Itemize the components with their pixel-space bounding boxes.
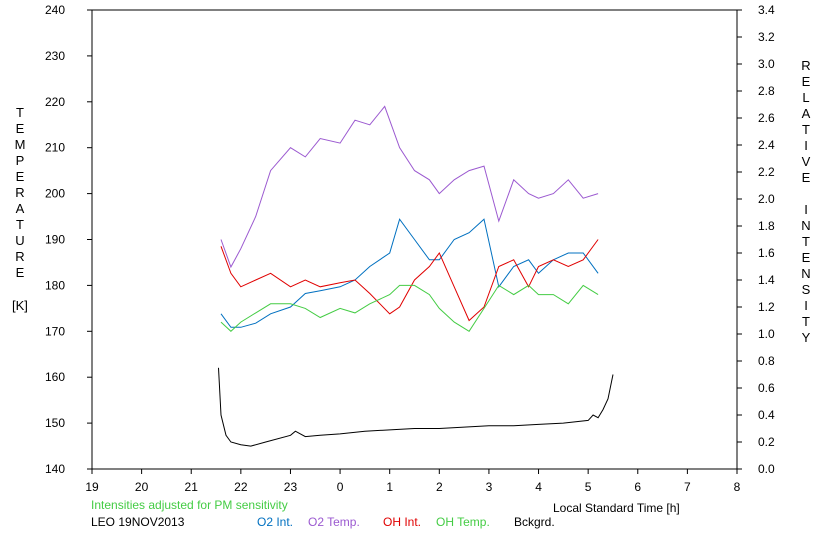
x-tick-label: 19 [85,480,99,494]
legend-bckgrd: Bckgrd. [514,515,555,529]
y2-tick-label: 1.0 [758,327,775,341]
y2-tick-label: 1.2 [758,300,775,314]
y2-tick-label: 2.6 [758,111,775,125]
y2-tick-label: 0.2 [758,435,775,449]
x-tick-label: 1 [386,480,393,494]
series-line-o2-temp [220,105,599,269]
legend-o2-temp: O2 Temp. [308,515,360,529]
y-tick-label: 220 [45,95,65,109]
series-line-oh-int [220,239,599,322]
y-tick-label: 180 [45,278,65,292]
x-tick-label: 2 [436,480,443,494]
y2-tick-label: 2.0 [758,192,775,206]
y2-tick-label: 2.8 [758,84,775,98]
x-tick-label: 6 [634,480,641,494]
x-axis: 19 20 21 22 23 0 1 2 3 4 5 6 7 8 [85,469,741,494]
x-tick-label: 22 [234,480,248,494]
y2-tick-label: 0.0 [758,462,775,476]
y-tick-label: 170 [45,324,65,338]
y2-tick-label: 3.4 [758,3,775,17]
y-tick-label: 210 [45,141,65,155]
y-axis-right: 0.0 0.2 0.4 0.6 0.8 1.0 1.2 1.4 1.6 1.8 2.0 2.2 2.4 2… [737,3,775,476]
y2-tick-label: 1.6 [758,246,775,260]
y2-tick-label: 0.4 [758,408,775,422]
y-tick-label: 240 [45,3,65,17]
y2-tick-label: 2.4 [758,138,775,152]
x-tick-label: 21 [185,480,199,494]
y2-tick-label: 3.0 [758,57,775,71]
y2-tick-label: 1.8 [758,219,775,233]
series-line-o2-int [220,218,599,328]
x-tick-label: 20 [135,480,149,494]
y-axis-unit: [K] [12,298,28,313]
y2-tick-label: 2.2 [758,165,775,179]
x-tick-label: 23 [284,480,298,494]
x-tick-label: 5 [585,480,592,494]
x-tick-label: 7 [684,480,691,494]
x-tick-label: 3 [486,480,493,494]
y-tick-label: 150 [45,416,65,430]
y2-tick-label: 0.6 [758,381,775,395]
legend-o2-int: O2 Int. [257,515,294,529]
y2-tick-label: 3.2 [758,30,775,44]
x-axis-label: Local Standard Time [h] [553,501,680,515]
series-lines [218,105,614,447]
y-axis-left: 140 150 160 170 180 190 200 210 220 230 240 [45,3,92,476]
y2-tick-label: 1.4 [758,273,775,287]
x-tick-label: 4 [535,480,542,494]
station-label: LEO 19NOV2013 [91,515,185,529]
y-tick-label: 160 [45,370,65,384]
legend-oh-temp: OH Temp. [436,515,490,529]
series-line-bckgrd [218,367,614,447]
x-tick-label: 8 [734,480,741,494]
x-tick-label: 0 [337,480,344,494]
legend-oh-int: OH Int. [383,515,422,529]
y-tick-label: 190 [45,233,65,247]
y-tick-label: 200 [45,187,65,201]
y2-tick-label: 0.8 [758,354,775,368]
adjustment-note: Intensities adjusted for PM sensitivity [91,498,288,512]
y-tick-label: 140 [45,462,65,476]
series-line-oh-temp [220,284,599,332]
y-tick-label: 230 [45,49,65,63]
